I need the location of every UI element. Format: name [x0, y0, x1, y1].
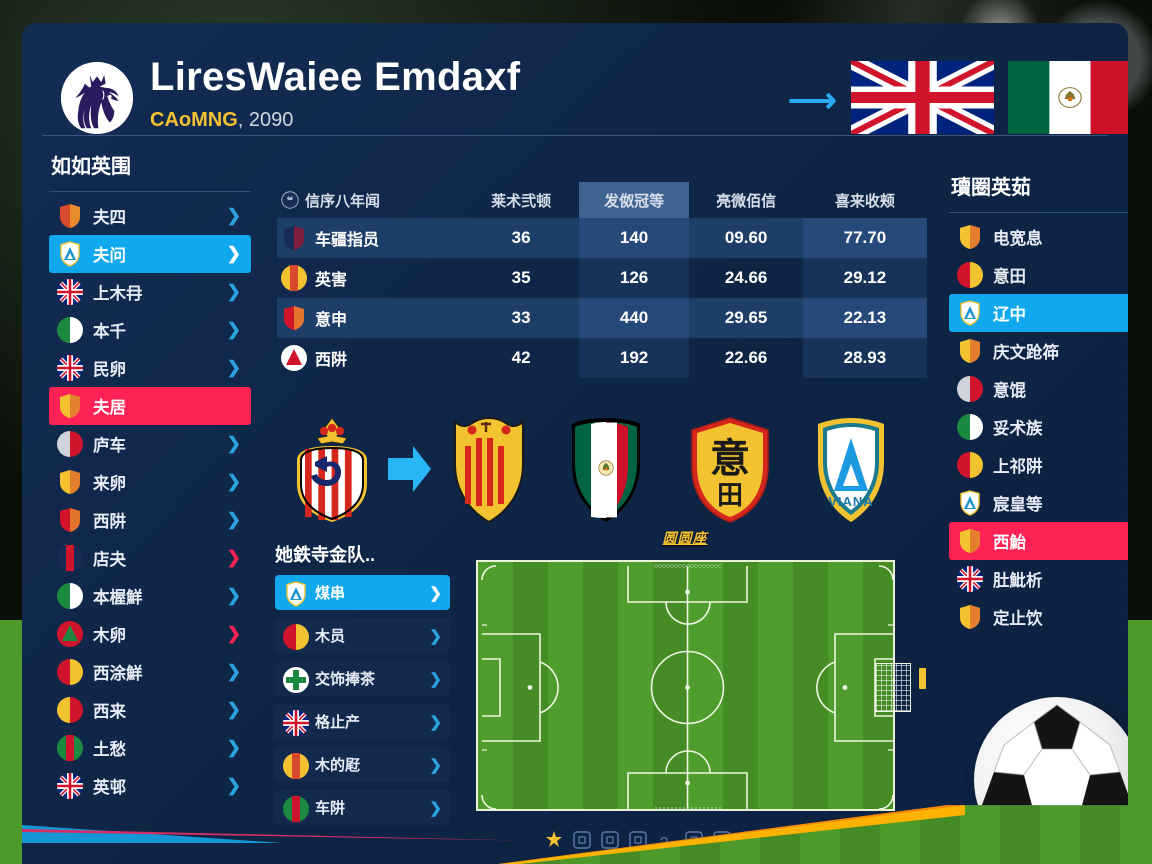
svg-text:田: 田 — [717, 480, 743, 510]
svg-text:意: 意 — [710, 437, 750, 481]
svg-text:VIANA: VIANA — [828, 494, 873, 509]
